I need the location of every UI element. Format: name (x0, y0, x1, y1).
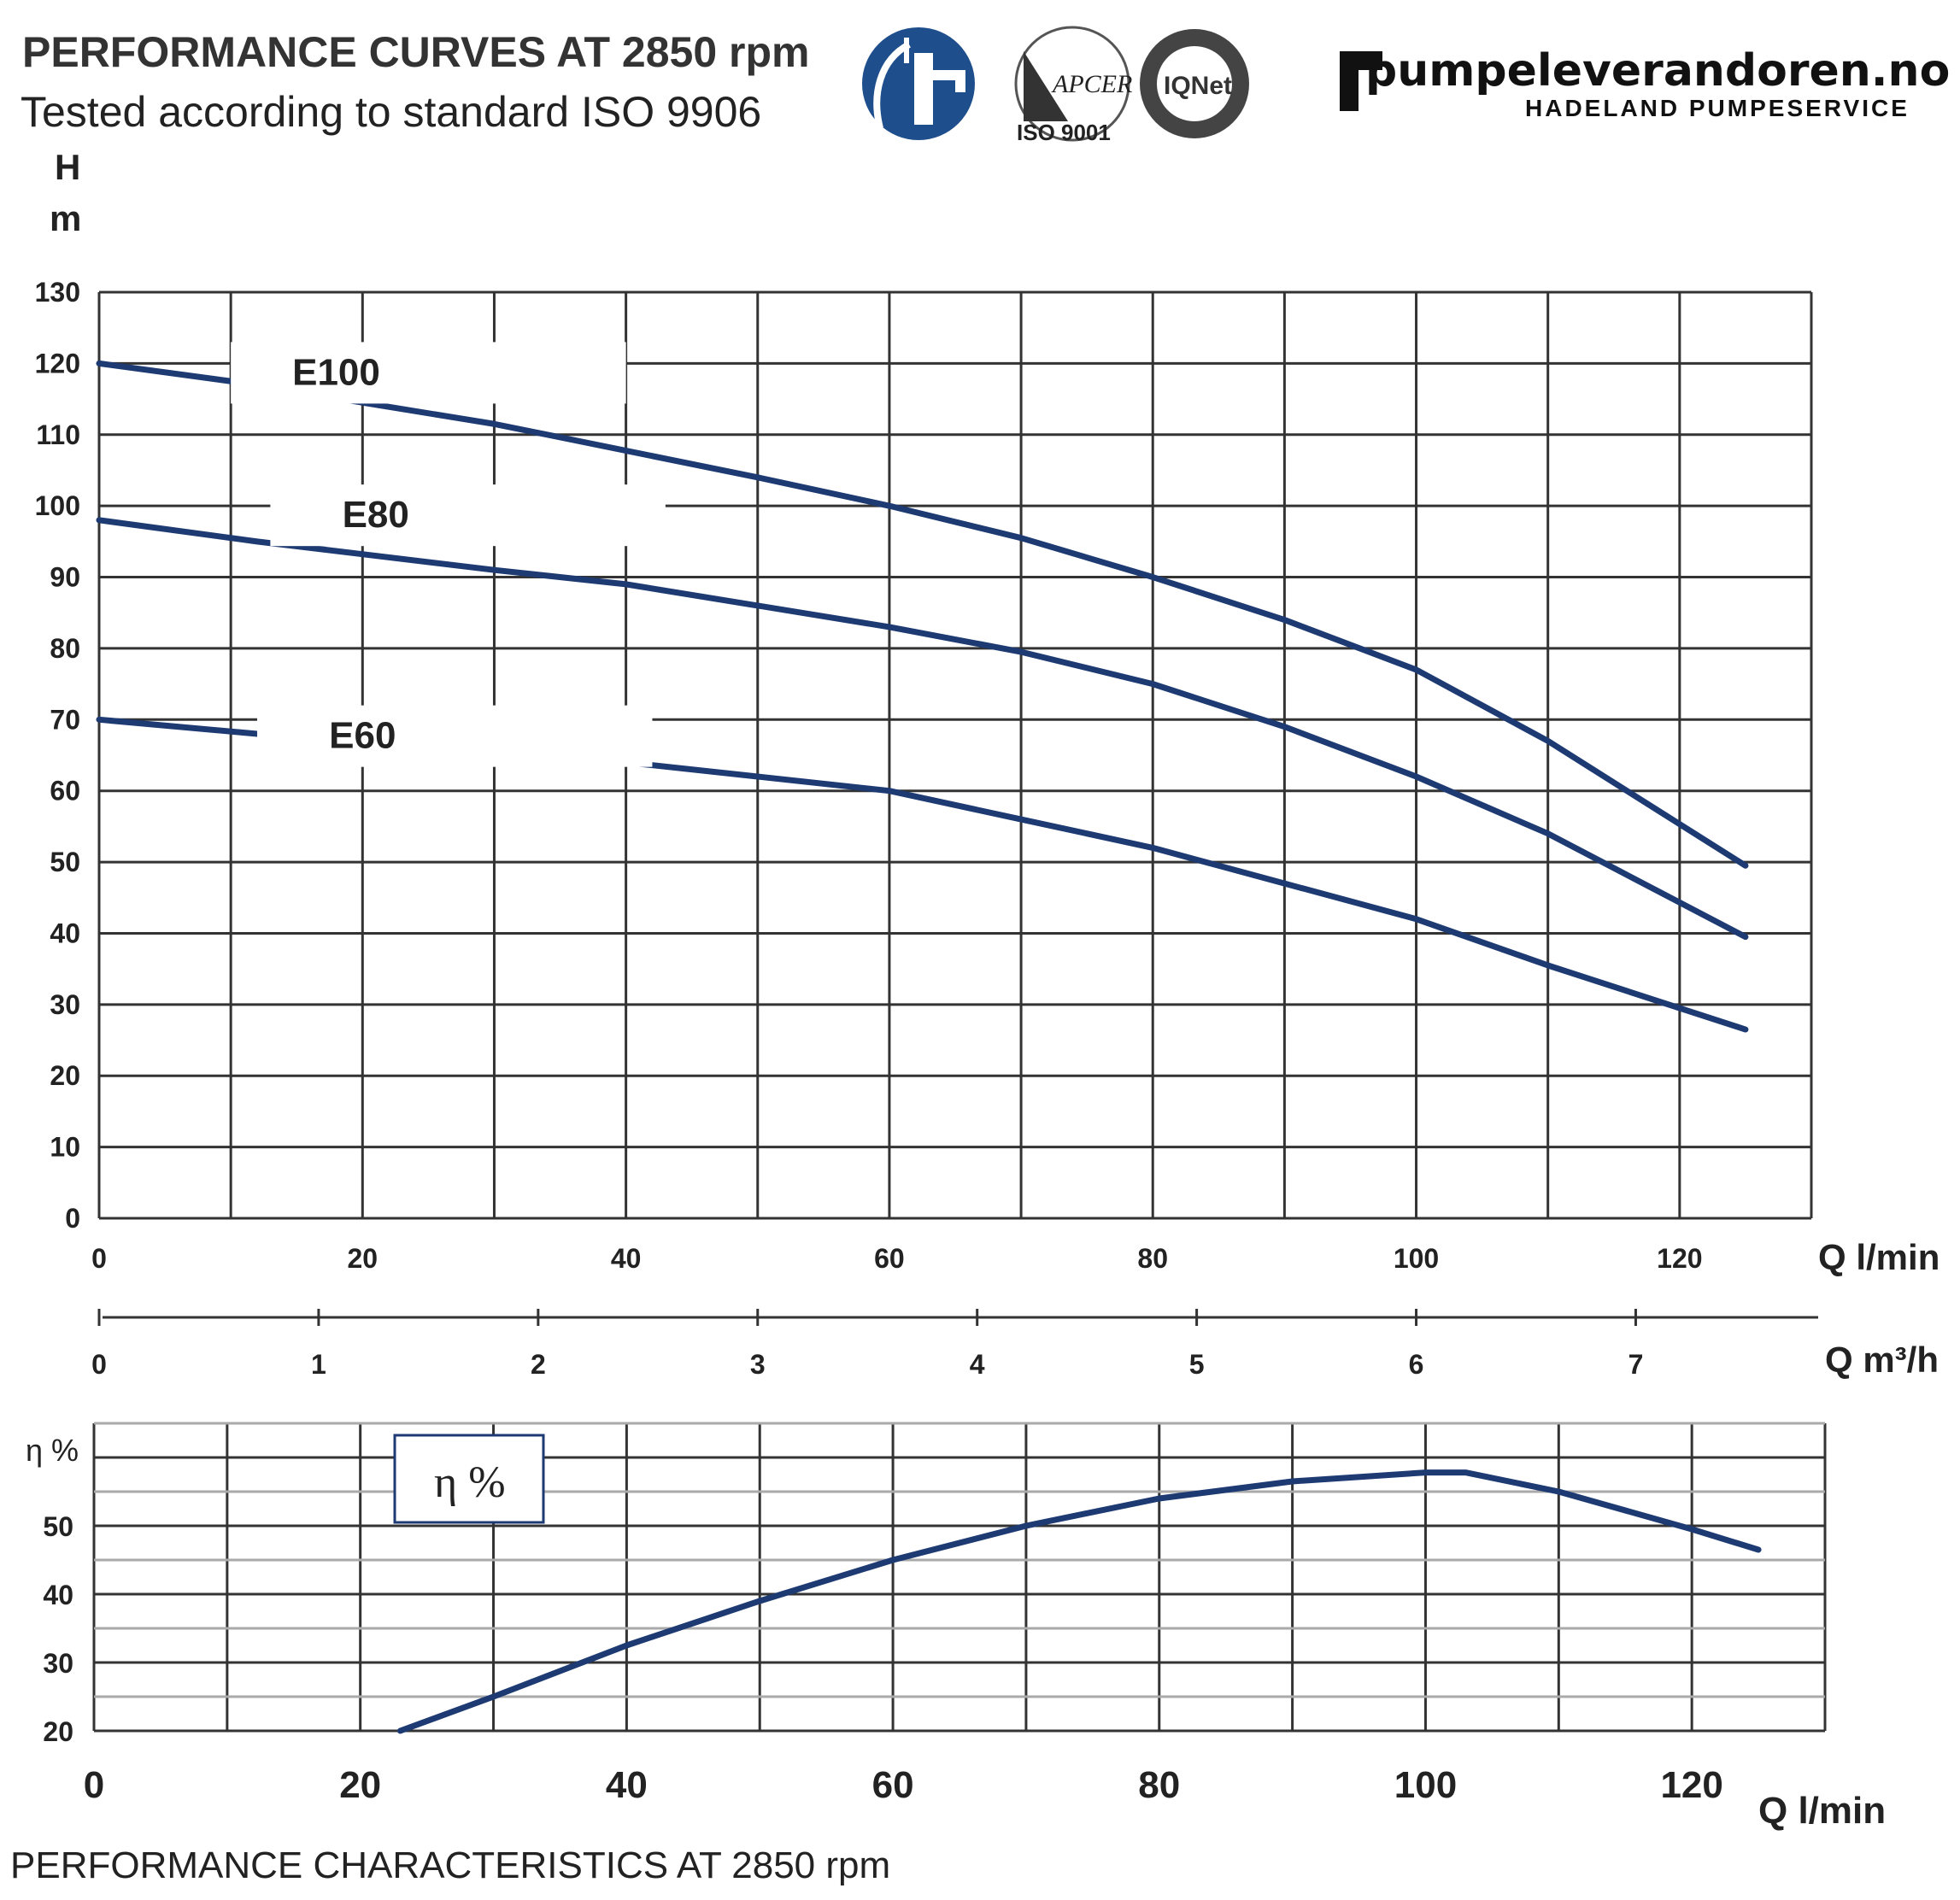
secondary-tick-label: 1 (311, 1349, 326, 1380)
y-tick-label: 70 (50, 704, 80, 735)
curve-label-mask (231, 342, 626, 404)
y-tick-label: 100 (35, 490, 80, 521)
efficiency-axis-title: η % (26, 1433, 79, 1468)
y-tick-label: 120 (35, 348, 80, 378)
x-tick-label: 80 (1137, 1243, 1168, 1274)
efficiency-curve (396, 1469, 1762, 1734)
y-tick-label: 90 (50, 562, 80, 593)
secondary-tick-label: 0 (91, 1349, 107, 1380)
curve-label-mask (270, 484, 666, 547)
y-tick-label: 80 (50, 633, 80, 664)
x-tick-label: 120 (1657, 1243, 1702, 1274)
y-tick-label: 50 (50, 847, 80, 877)
iqnet-label: IQNet (1164, 72, 1232, 100)
pump-logo-icon (862, 27, 975, 140)
efficiency-x-tick-label: 0 (84, 1764, 104, 1806)
efficiency-y-tick-label: 20 (43, 1716, 73, 1747)
efficiency-legend-label: η % (434, 1458, 506, 1507)
efficiency-y-tick-label: 40 (43, 1580, 73, 1610)
efficiency-x-tick-label: 100 (1394, 1764, 1457, 1806)
secondary-tick-label: 5 (1189, 1349, 1205, 1380)
efficiency-y-tick-label: 30 (43, 1648, 73, 1679)
top-chart-ticks: 0 10 20 30 40 50 60 70 80 90 100 110 120 130 0 20 40 60 80… (35, 277, 1703, 1274)
efficiency-chart-curve (396, 1469, 1762, 1734)
curve-label-e60: E60 (329, 715, 396, 757)
footer-caption: PERFORMANCE CHARACTERISTICS AT 2850 rpm (10, 1844, 890, 1886)
x-tick-label: 100 (1394, 1243, 1439, 1274)
y-tick-label: 20 (50, 1060, 80, 1091)
efficiency-x-axis-title: Q l/min (1758, 1790, 1886, 1832)
secondary-tick-label: 2 (531, 1349, 546, 1380)
top-chart-curves (96, 360, 1749, 1033)
x-axis-title: Q l/min (1818, 1237, 1939, 1277)
efficiency-y-tick-label: 50 (43, 1511, 73, 1542)
brand-tagline: HADELAND PUMPESERVICE (1525, 95, 1910, 121)
curve-e100 (96, 360, 1749, 869)
y-tick-label: 60 (50, 776, 80, 806)
chart-title: PERFORMANCE CURVES AT 2850 rpm (22, 28, 809, 76)
chart-subtitle: Tested according to standard ISO 9906 (21, 88, 761, 136)
x-tick-label: 0 (91, 1243, 107, 1274)
brand-name: pumpeleverandoren.no (1365, 45, 1950, 97)
y-tick-label: 110 (36, 419, 80, 450)
curve-label-mask (256, 705, 653, 767)
apcer-certification-badge: APCER ISO 9001 (1014, 26, 1132, 145)
x-tick-label: 20 (348, 1243, 379, 1274)
secondary-tick-label: 4 (970, 1349, 985, 1380)
secondary-flow-axis: 0 1 2 3 4 5 6 7 (91, 1309, 1818, 1380)
efficiency-x-tick-label: 40 (606, 1764, 648, 1806)
x-tick-label: 60 (874, 1243, 905, 1274)
curve-labels: E100 E80 E60 (231, 342, 666, 767)
efficiency-chart-grid (92, 1422, 1827, 1733)
curve-label-e80: E80 (343, 494, 409, 536)
apcer-label: APCER (1051, 70, 1132, 98)
iso-9001-label: ISO 9001 (1017, 120, 1111, 145)
y-tick-label: 40 (50, 918, 80, 948)
efficiency-legend: η % (393, 1434, 545, 1524)
secondary-axis-title: Q m³/h (1825, 1340, 1939, 1380)
y-axis-title: H (55, 147, 80, 187)
efficiency-x-tick-label: 60 (872, 1764, 914, 1806)
secondary-tick-label: 7 (1628, 1349, 1644, 1380)
secondary-tick-label: 6 (1409, 1349, 1424, 1380)
curve-label-e100: E100 (292, 351, 380, 393)
y-tick-label: 0 (65, 1203, 80, 1234)
y-tick-label: 130 (35, 277, 80, 308)
efficiency-x-tick-label: 20 (339, 1764, 381, 1806)
x-tick-label: 40 (611, 1243, 642, 1274)
y-tick-label: 30 (50, 989, 80, 1020)
efficiency-x-tick-label: 80 (1138, 1764, 1180, 1806)
iqnet-certification-badge: IQNet (1140, 29, 1249, 138)
efficiency-chart-ticks: 20 30 40 50 0 20 40 60 80 100 120 (43, 1511, 1722, 1806)
y-axis-unit: m (50, 198, 81, 238)
y-tick-label: 10 (50, 1132, 80, 1163)
secondary-tick-label: 3 (750, 1349, 766, 1380)
curve-e80 (96, 517, 1749, 941)
efficiency-x-tick-label: 120 (1660, 1764, 1722, 1806)
brand-logo: pumpeleverandoren.no HADELAND PUMPESERVI… (1340, 45, 1950, 121)
